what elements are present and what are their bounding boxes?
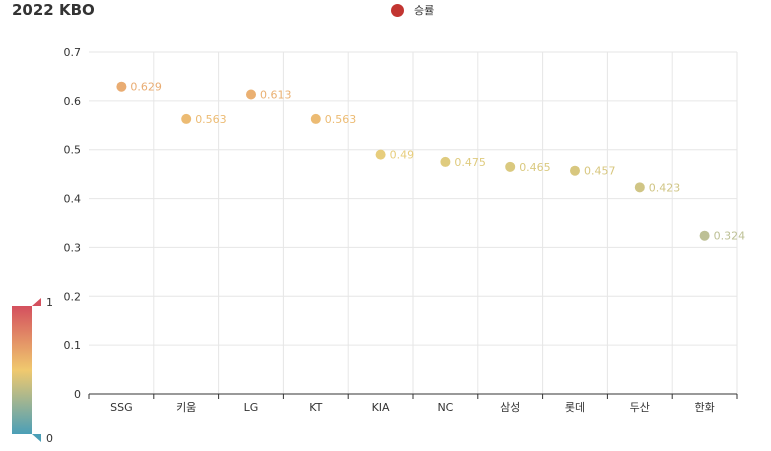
visual-map-handle-high[interactable] — [32, 298, 41, 306]
visual-map-bar — [12, 306, 32, 434]
data-point — [505, 161, 516, 172]
chart-title: 2022 KBO — [12, 1, 95, 19]
x-tick-label: 삼성 — [500, 401, 520, 414]
visual-map[interactable]: 1 0 — [12, 296, 53, 445]
y-tick-label: 0.5 — [64, 144, 82, 157]
data-point — [310, 113, 321, 124]
x-tick-label: 롯데 — [565, 401, 585, 414]
data-label: 0.423 — [649, 181, 681, 194]
x-tick-label: 한화 — [694, 401, 714, 414]
legend-marker-icon — [391, 3, 404, 17]
y-tick-label: 0.7 — [64, 46, 82, 59]
x-tick-label: SSG — [110, 401, 133, 414]
data-label: 0.465 — [519, 161, 551, 174]
visual-map-min-label: 0 — [46, 432, 53, 445]
visual-map-max-label: 1 — [46, 296, 53, 309]
data-point — [440, 156, 451, 167]
x-tick-label: LG — [244, 401, 259, 414]
x-tick-label: KIA — [372, 401, 390, 414]
data-point — [634, 182, 645, 193]
legend[interactable]: 승률 — [391, 3, 434, 17]
data-label: 0.49 — [390, 149, 415, 162]
data-label: 0.324 — [714, 230, 746, 243]
data-label: 0.475 — [454, 156, 486, 169]
points-layer: 0.629 0.563 0.613 0.563 0.49 0.475 0.465 0.457 0… — [116, 81, 745, 243]
data-label: 0.629 — [130, 81, 162, 94]
data-label: 0.613 — [260, 89, 292, 102]
x-tick-label: KT — [309, 401, 322, 414]
data-label: 0.457 — [584, 165, 616, 178]
grid-layer — [89, 51, 738, 394]
data-point — [246, 89, 256, 100]
data-point — [116, 81, 127, 92]
data-point — [570, 165, 580, 176]
y-tick-label: 0.6 — [64, 95, 82, 108]
data-point — [375, 149, 386, 160]
axis-layer: 0 0.1 0.2 0.3 0.4 0.5 0.6 0.7 SSG 키움 LG KT KIA NC 삼성 롯데… — [64, 46, 738, 414]
data-point — [181, 113, 192, 124]
visual-map-handle-low[interactable] — [32, 434, 41, 442]
y-tick-label: 0.2 — [64, 290, 82, 303]
y-tick-label: 0 — [74, 388, 81, 401]
x-tick-label: 키움 — [176, 401, 196, 414]
y-tick-label: 0.1 — [64, 339, 82, 352]
y-tick-label: 0.3 — [64, 241, 82, 254]
data-label: 0.563 — [195, 113, 227, 126]
legend-label: 승률 — [414, 4, 435, 17]
y-tick-label: 0.4 — [64, 193, 82, 206]
x-tick-label: NC — [437, 401, 453, 414]
x-tick-label: 두산 — [630, 401, 650, 414]
data-label: 0.563 — [325, 113, 357, 126]
data-point — [699, 230, 710, 241]
